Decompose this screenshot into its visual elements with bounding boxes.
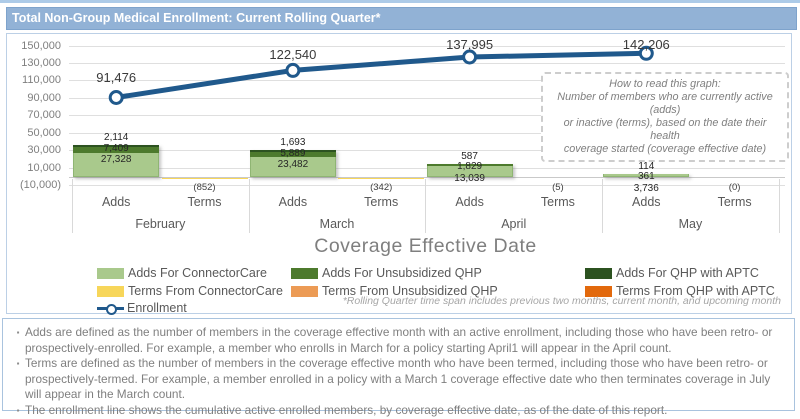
legend-line-swatch (97, 304, 124, 313)
terms-value-label: (342) (338, 182, 424, 193)
bar-value-label: 1,829 (427, 161, 513, 172)
x-axis-month-label: February (72, 217, 249, 231)
chart-panel: 150,000 130,000 110,000 90,000 70,000 50,000 3… (6, 33, 792, 314)
x-axis-adds-label: Adds (250, 195, 336, 209)
legend-item: Adds For ConnectorCare (97, 266, 267, 280)
x-axis-terms-label: Terms (692, 195, 778, 209)
enrollment-marker (287, 64, 299, 76)
bar-value-label: 3,736 (603, 183, 689, 194)
enrollment-marker (464, 51, 476, 63)
legend-box-swatch (97, 286, 124, 297)
bar-value-label: 27,328 (73, 154, 159, 165)
y-axis-tick-label: (10,000) (7, 179, 61, 191)
x-axis-terms-label: Terms (162, 195, 248, 209)
legend-box-swatch (291, 268, 318, 279)
axis-group-divider (779, 179, 780, 233)
note-line: coverage started (coverage effective dat… (549, 143, 781, 156)
legend-item: Adds For QHP with APTC (585, 266, 759, 280)
legend-item: Adds For Unsubsidized QHP (291, 266, 482, 280)
enrollment-value-label: 91,476 (76, 70, 156, 85)
terms-bar (162, 178, 248, 179)
footnotes-panel: ▪Adds are defined as the number of membe… (2, 318, 795, 411)
x-axis-terms-label: Terms (515, 195, 601, 209)
terms-bar (338, 178, 424, 179)
x-axis-adds-label: Adds (427, 195, 513, 209)
bar-value-label: 13,039 (427, 173, 513, 184)
legend-item-label: Terms From ConnectorCare (128, 284, 283, 298)
legend-item-label: Adds For QHP with APTC (616, 266, 759, 280)
x-axis-month-label: May (602, 217, 779, 231)
bar-value-label: 2,114 (73, 132, 159, 143)
note-line: Number of members who are currently acti… (549, 91, 781, 117)
x-axis-terms-label: Terms (338, 195, 424, 209)
x-axis-adds-label: Adds (603, 195, 689, 209)
bullet-icon: ▪ (11, 403, 25, 419)
terms-value-label: (852) (162, 182, 248, 193)
y-axis-tick-label: 30,000 (7, 144, 61, 156)
enrollment-value-label: 142,206 (606, 37, 686, 52)
bullet-icon: ▪ (11, 356, 25, 403)
bar-value-label: 361 (603, 171, 689, 182)
top-border-strip (0, 0, 800, 3)
legend-item-label: Enrollment (127, 301, 187, 315)
legend-box-swatch (291, 286, 318, 297)
bar-value-label: 5,889 (250, 148, 336, 159)
enrollment-value-label: 122,540 (253, 47, 333, 62)
footnote-bullet-text: Terms are defined as the number of membe… (25, 356, 784, 403)
rolling-quarter-footnote: *Rolling Quarter time span includes prev… (343, 295, 781, 307)
y-axis-tick-label: 70,000 (7, 109, 61, 121)
bullet-icon: ▪ (11, 325, 25, 356)
legend-box-swatch (97, 268, 124, 279)
legend-item: Enrollment (97, 301, 187, 315)
gridline (69, 63, 785, 64)
y-axis-tick-label: 110,000 (7, 74, 61, 86)
footnote-bullet-row: ▪Adds are defined as the number of membe… (11, 325, 784, 356)
legend-item: Terms From ConnectorCare (97, 284, 283, 298)
bar-value-label: 1,693 (250, 137, 336, 148)
enrollment-value-label: 137,995 (430, 37, 510, 52)
note-line: How to read this graph: (549, 78, 781, 91)
terms-value-label: (0) (692, 182, 778, 193)
y-axis-tick-label: 150,000 (7, 40, 61, 52)
footnote-bullet-row: ▪The enrollment line shows the cumulativ… (11, 403, 784, 419)
legend-box-swatch (585, 268, 612, 279)
report-title-bar: Total Non-Group Medical Enrollment: Curr… (6, 7, 797, 30)
bar-value-label: 114 (603, 161, 689, 172)
terms-value-label: (5) (515, 182, 601, 193)
bar-value-label: 7,409 (73, 143, 159, 154)
footnote-bullet-text: The enrollment line shows the cumulative… (25, 403, 784, 419)
x-axis-adds-label: Adds (73, 195, 159, 209)
bar-value-label: 587 (427, 151, 513, 162)
legend-item-label: Adds For ConnectorCare (128, 266, 267, 280)
bar-value-label: 23,482 (250, 159, 336, 170)
y-axis-tick-label: 90,000 (7, 92, 61, 104)
report-title: Total Non-Group Medical Enrollment: Curr… (12, 11, 381, 25)
y-axis-tick-label: 10,000 (7, 162, 61, 174)
note-line: or inactive (terms), based on the date t… (549, 117, 781, 143)
how-to-read-note: How to read this graph: Number of member… (541, 72, 789, 162)
y-axis-tick-label: 130,000 (7, 57, 61, 69)
legend-item-label: Adds For Unsubsidized QHP (322, 266, 482, 280)
x-axis-title: Coverage Effective Date (72, 235, 779, 258)
y-axis-tick-label: 50,000 (7, 127, 61, 139)
footnote-bullet-row: ▪Terms are defined as the number of memb… (11, 356, 784, 403)
x-axis-month-label: March (249, 217, 426, 231)
x-axis-month-label: April (425, 217, 602, 231)
footnote-bullet-text: Adds are defined as the number of member… (25, 325, 784, 356)
